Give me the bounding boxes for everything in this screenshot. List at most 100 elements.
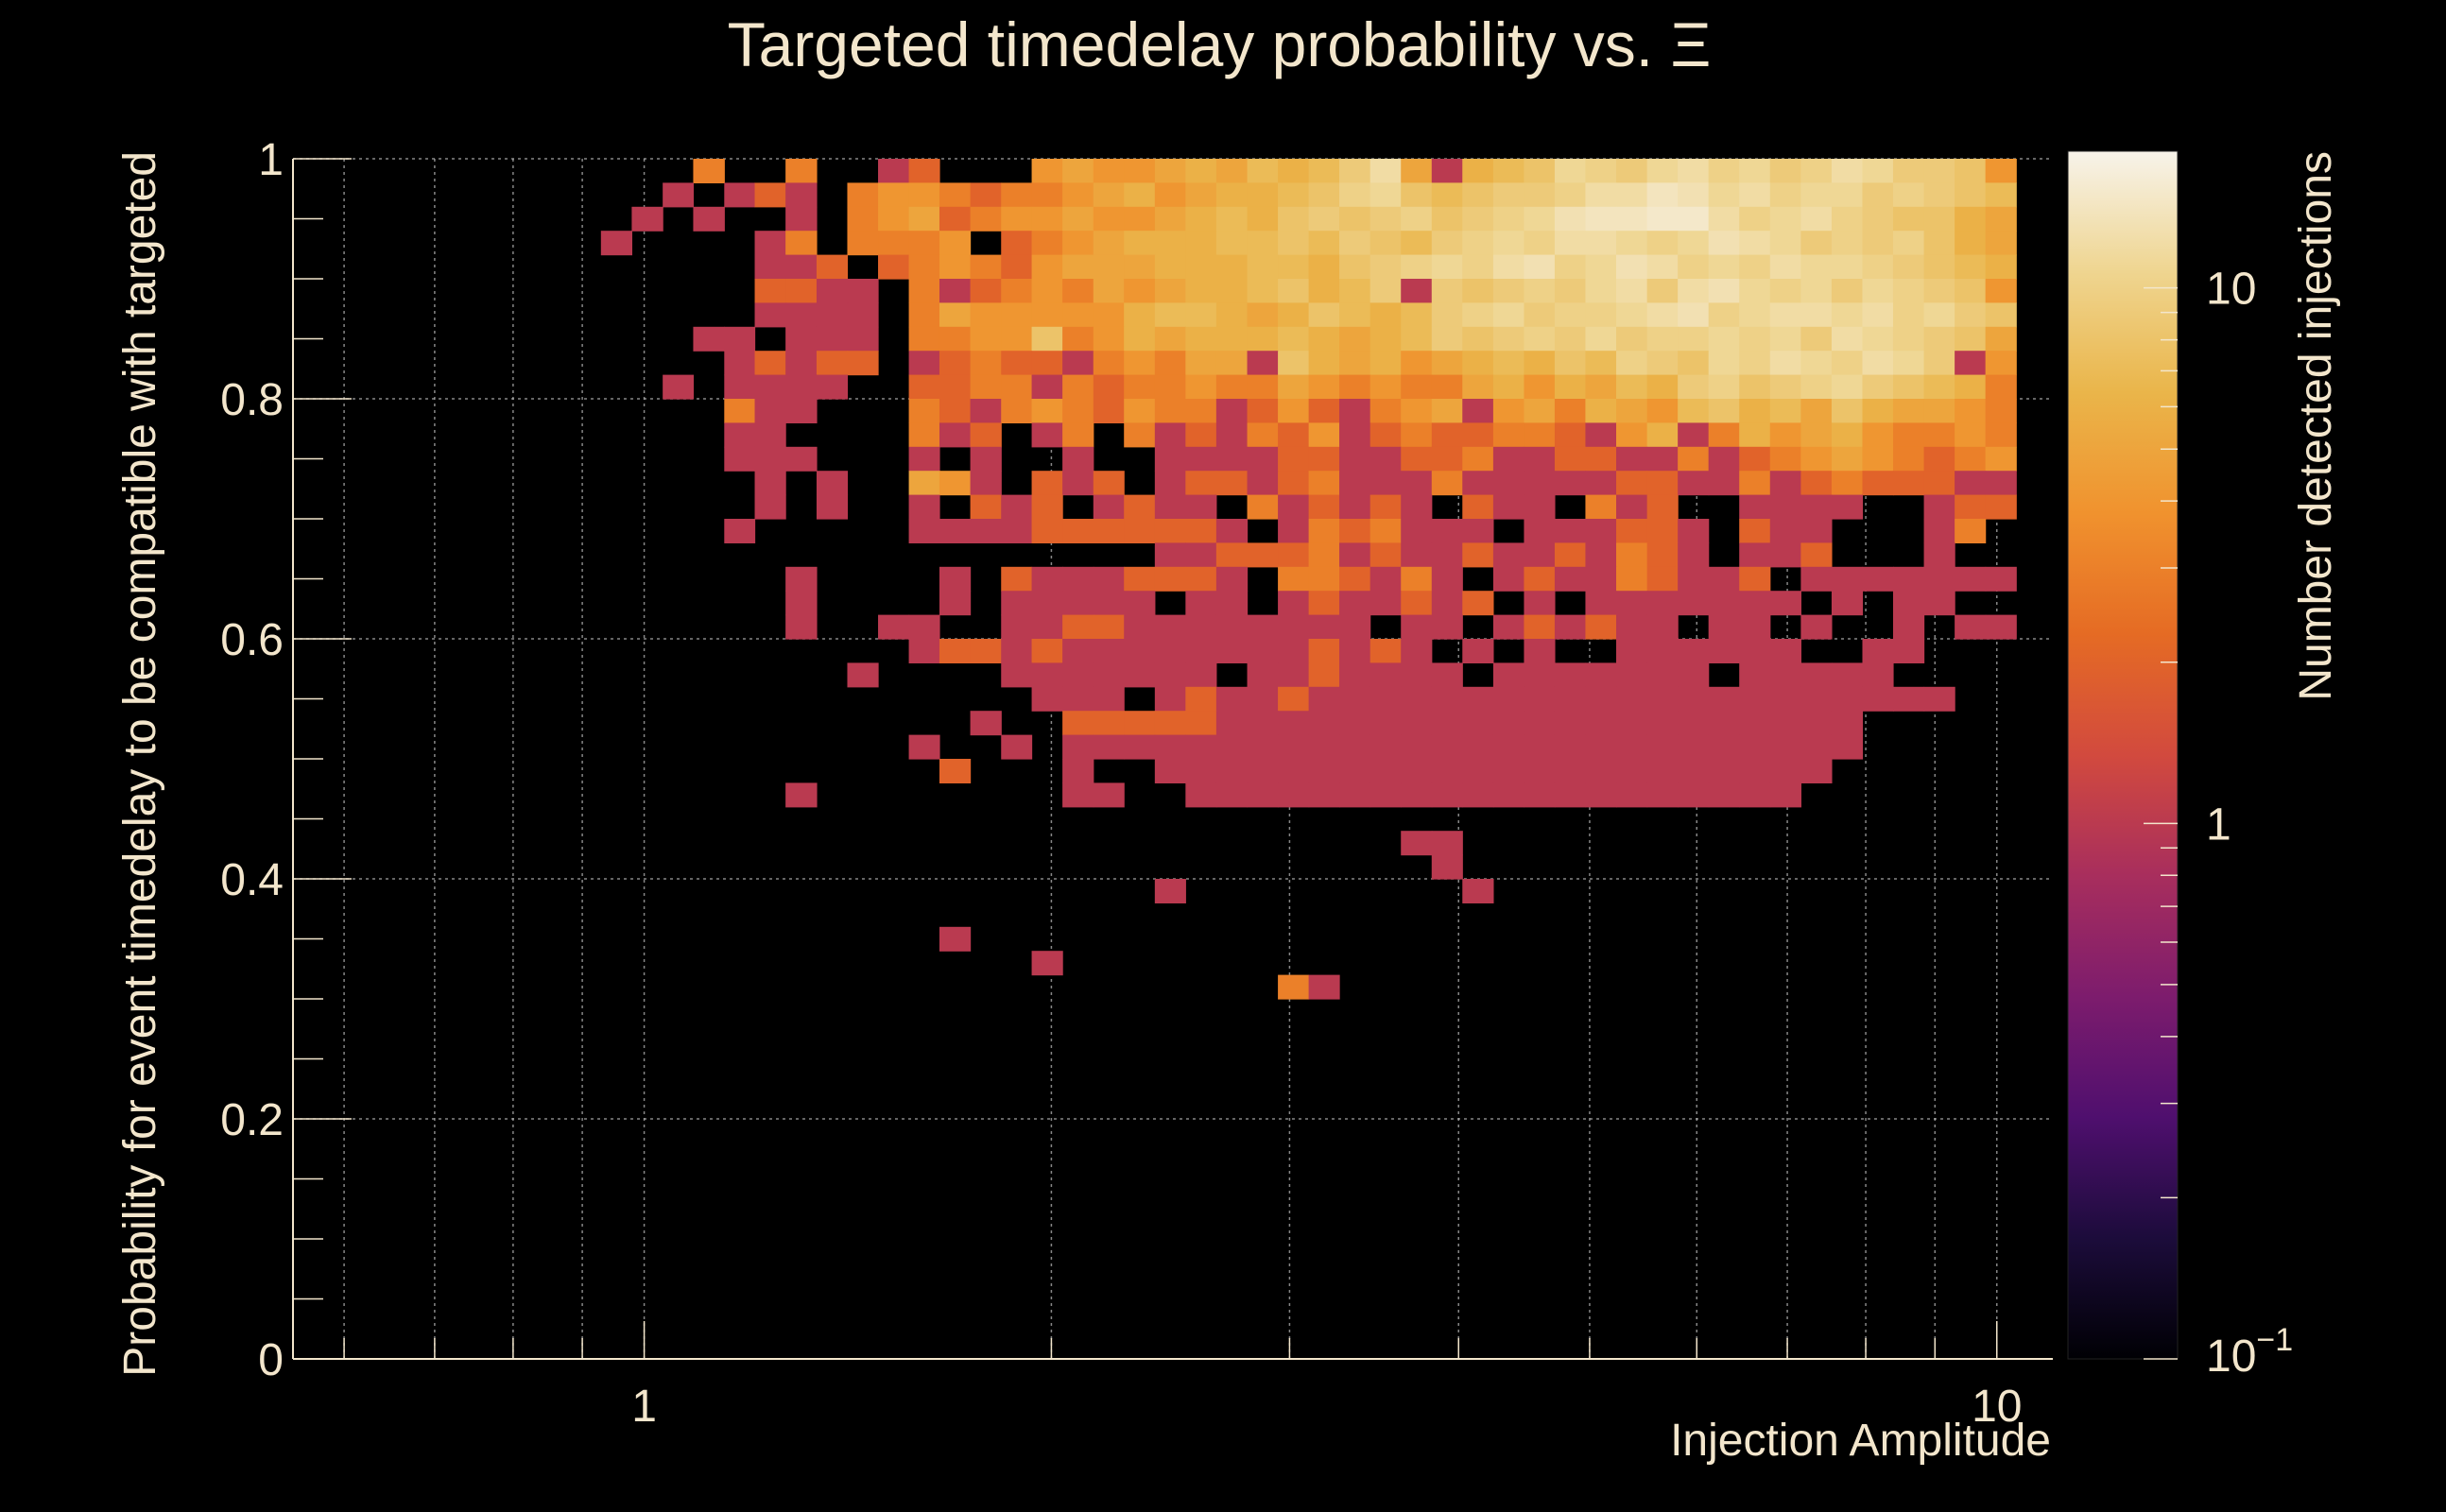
heatmap-cell — [754, 279, 786, 303]
heatmap-cell — [785, 446, 818, 472]
heatmap-cell — [1001, 326, 1033, 352]
heatmap-cell — [1923, 399, 1955, 423]
heatmap-cell — [1369, 422, 1402, 448]
heatmap-cell — [1739, 351, 1771, 376]
heatmap-cell — [908, 399, 940, 423]
heatmap-cell — [1554, 302, 1587, 328]
heatmap-cell — [1247, 494, 1279, 520]
heatmap-cell — [1339, 471, 1371, 496]
heatmap-cell — [1401, 422, 1433, 448]
heatmap-cell — [1247, 206, 1279, 232]
heatmap-cell — [1031, 614, 1063, 640]
heatmap-cell — [1554, 206, 1587, 232]
heatmap-cell — [1185, 782, 1217, 808]
heatmap-cell — [1001, 591, 1033, 616]
heatmap-cells — [600, 159, 2017, 1000]
heatmap-cell — [1739, 614, 1771, 640]
heatmap-cell — [1031, 326, 1063, 352]
heatmap-cell — [1585, 399, 1617, 423]
heatmap-cell — [1985, 422, 2017, 448]
heatmap-cell — [1247, 422, 1279, 448]
heatmap-cell — [1124, 639, 1156, 663]
heatmap-cell — [1031, 422, 1063, 448]
heatmap-cell — [1401, 231, 1433, 256]
heatmap-cell — [724, 422, 756, 448]
heatmap-cell — [1001, 566, 1033, 592]
heatmap-cell — [847, 302, 879, 328]
heatmap-cell — [1923, 591, 1955, 616]
heatmap-cell — [1401, 374, 1433, 400]
heatmap-cell — [1185, 519, 1217, 543]
heatmap-cell — [1462, 422, 1494, 448]
heatmap-cell — [1554, 326, 1587, 352]
heatmap-cell — [1985, 351, 2017, 376]
heatmap-cell — [1646, 399, 1679, 423]
heatmap-cell — [1862, 639, 1894, 663]
heatmap-cell — [1215, 782, 1249, 808]
heatmap-cell — [1554, 566, 1587, 592]
heatmap-cell — [1923, 254, 1955, 280]
heatmap-cell — [1154, 711, 1186, 736]
heatmap-cell — [908, 302, 940, 328]
heatmap-cell — [1401, 614, 1433, 640]
heatmap-cell — [970, 422, 1002, 448]
heatmap-cell — [1769, 686, 1801, 712]
heatmap-cell — [1831, 374, 1864, 400]
heatmap-cell — [1124, 734, 1156, 760]
heatmap-cell — [1739, 471, 1771, 496]
heatmap-cell — [1769, 159, 1801, 183]
heatmap-cell — [1093, 182, 1125, 208]
heatmap-cell — [908, 326, 940, 352]
heatmap-cell — [908, 614, 940, 640]
heatmap-cell — [1278, 326, 1310, 352]
heatmap-cell — [1892, 639, 1925, 663]
heatmap-cell — [1678, 206, 1710, 232]
heatmap-cell — [1554, 759, 1587, 783]
heatmap-cell — [1093, 351, 1125, 376]
heatmap-cell — [1923, 542, 1955, 568]
heatmap-cell — [1154, 542, 1186, 568]
heatmap-cell — [1862, 302, 1894, 328]
heatmap-cell — [816, 374, 849, 400]
heatmap-cell — [1431, 471, 1463, 496]
heatmap-cell — [1185, 374, 1217, 400]
heatmap-cell — [1678, 542, 1710, 568]
colorbar-tick-label: 10 — [2206, 265, 2256, 315]
heatmap-cell — [785, 614, 818, 640]
heatmap-cell — [1769, 446, 1801, 472]
heatmap-cell — [1708, 686, 1740, 712]
heatmap-cell — [724, 519, 756, 543]
heatmap-cell — [1001, 231, 1033, 256]
heatmap-cell — [1093, 591, 1125, 616]
heatmap-cell — [939, 422, 972, 448]
heatmap-cell — [1369, 591, 1402, 616]
heatmap-cell — [1800, 182, 1833, 208]
heatmap-cell — [1215, 254, 1249, 280]
heatmap-cell — [1862, 206, 1894, 232]
heatmap-cell — [1524, 614, 1556, 640]
heatmap-cell — [1308, 759, 1340, 783]
heatmap-cell — [1492, 302, 1525, 328]
heatmap-cell — [1369, 494, 1402, 520]
heatmap-cell — [1339, 182, 1371, 208]
heatmap-cell — [1339, 279, 1371, 303]
heatmap-cell — [1185, 711, 1217, 736]
heatmap-cell — [1616, 422, 1648, 448]
heatmap-cell — [1247, 279, 1279, 303]
heatmap-cell — [1923, 351, 1955, 376]
heatmap-cell — [1062, 662, 1094, 688]
heatmap-cell — [1492, 711, 1525, 736]
heatmap-cell — [1616, 351, 1648, 376]
heatmap-cell — [1031, 686, 1063, 712]
heatmap-cell — [939, 302, 972, 328]
heatmap-cell — [1308, 422, 1340, 448]
heatmap-cell — [785, 231, 818, 256]
heatmap-cell — [816, 494, 849, 520]
heatmap-cell — [1955, 351, 1987, 376]
heatmap-cell — [1708, 206, 1740, 232]
heatmap-cell — [754, 231, 786, 256]
heatmap-cell — [1031, 159, 1063, 183]
heatmap-cell — [1708, 591, 1740, 616]
heatmap-cell — [1955, 422, 1987, 448]
